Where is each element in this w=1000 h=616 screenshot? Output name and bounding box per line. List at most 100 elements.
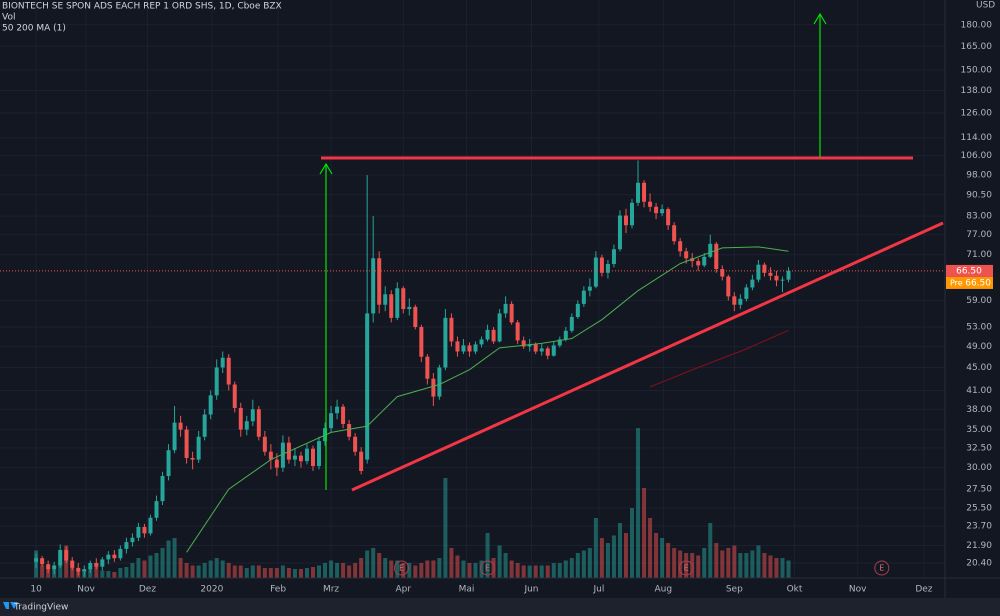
- chart-title: BIONTECH SE SPON ADS EACH REP 1 ORD SHS,…: [2, 2, 282, 12]
- volume-bar: [515, 563, 520, 578]
- support-line: [351, 221, 944, 492]
- candle-body: [473, 344, 478, 352]
- volume-bar: [539, 565, 544, 578]
- x-tick-label: Dez: [915, 585, 932, 595]
- volume-bar: [425, 560, 430, 578]
- volume-bar: [88, 569, 93, 578]
- y-tick-label: 45.00: [966, 363, 992, 373]
- candle-body: [678, 241, 683, 252]
- y-tick-label: 25.50: [966, 503, 992, 513]
- volume-bar: [545, 565, 550, 578]
- volume-bar: [112, 572, 117, 578]
- volume-bar: [310, 567, 315, 578]
- volume-bar: [196, 565, 201, 578]
- volume-bar: [40, 565, 45, 578]
- volume-bar: [768, 555, 773, 578]
- event-marker: [874, 560, 890, 576]
- volume-bar: [780, 558, 785, 578]
- y-tick-label: 83.00: [966, 212, 992, 222]
- volume-bar: [329, 560, 334, 578]
- y-tick-label: 138.00: [961, 86, 993, 96]
- volume-bar: [286, 568, 291, 578]
- candle-body: [431, 378, 436, 397]
- volume-bar: [118, 568, 123, 578]
- candle-body: [497, 313, 502, 342]
- candle-body: [142, 526, 147, 534]
- candle-body: [220, 357, 225, 368]
- y-tick-label: 90.50: [966, 190, 992, 200]
- candle-body: [148, 517, 153, 534]
- volume-bar: [569, 558, 574, 578]
- volume-bar: [268, 568, 273, 578]
- candle-body: [160, 476, 165, 502]
- volume-bar: [437, 558, 442, 578]
- candle-body: [34, 558, 39, 562]
- x-tick-label: Feb: [270, 585, 286, 595]
- y-tick-label: 71.00: [966, 250, 992, 260]
- volume-bar: [256, 565, 261, 578]
- candle-body: [347, 423, 352, 437]
- candle-body: [617, 215, 622, 250]
- candle-body: [774, 275, 779, 281]
- volume-bar: [455, 555, 460, 578]
- volume-bar: [726, 548, 731, 578]
- brand-logo: [3, 602, 18, 609]
- volume-bar: [563, 560, 568, 578]
- candle-body: [768, 272, 773, 276]
- volume-bar: [533, 565, 538, 578]
- volume-bar: [262, 568, 267, 578]
- candle-body: [202, 414, 207, 437]
- candle-body: [648, 201, 653, 207]
- x-tick-label: 2020: [200, 585, 223, 595]
- candle-body: [262, 436, 267, 452]
- candle-body: [389, 294, 394, 318]
- candle-body: [58, 550, 63, 566]
- volume-bar: [443, 478, 448, 578]
- candle-body: [744, 287, 749, 299]
- candle-body: [232, 384, 237, 408]
- volume-bar: [509, 560, 514, 578]
- candle-body: [696, 261, 701, 266]
- volume-bar: [341, 563, 346, 578]
- candle-body: [413, 306, 418, 328]
- volume-bar: [732, 545, 737, 578]
- x-tick-label: Mrz: [323, 585, 339, 595]
- volume-bar: [744, 553, 749, 578]
- volume-bar: [774, 558, 779, 578]
- volume-bar: [497, 545, 502, 578]
- volume-bar: [575, 553, 580, 578]
- y-tick-label: 35.00: [966, 425, 992, 435]
- volume-bar: [70, 568, 75, 578]
- candle-body: [461, 345, 466, 352]
- event-label: E: [879, 564, 884, 573]
- candle-body: [82, 569, 87, 572]
- x-tick-label: Dez: [139, 585, 156, 595]
- candle-body: [581, 290, 586, 304]
- candle-body: [100, 559, 105, 567]
- candle-body: [256, 409, 261, 437]
- candle-body: [660, 209, 665, 214]
- candle-layer: [34, 160, 791, 577]
- volume-bar: [401, 563, 406, 578]
- candle-body: [593, 257, 598, 287]
- y-tick-label: 20.40: [966, 559, 992, 569]
- grid-layer: [0, 0, 945, 578]
- volume-bar: [587, 548, 592, 578]
- y-tick-label: 106.00: [961, 151, 993, 161]
- volume-bar: [642, 488, 647, 578]
- x-tick-label: Sep: [726, 585, 743, 595]
- candle-body: [479, 339, 484, 345]
- volume-bar: [389, 560, 394, 578]
- premarket-tag: Pre: [950, 278, 963, 287]
- volume-bar: [696, 555, 701, 578]
- volume-bar: [557, 563, 562, 578]
- candle-body: [88, 563, 93, 570]
- volume-bar: [298, 569, 303, 578]
- volume-bar: [136, 558, 141, 578]
- volume-bar: [473, 563, 478, 578]
- candle-body: [425, 356, 430, 379]
- volume-bar: [214, 558, 219, 578]
- volume-bar: [184, 563, 189, 578]
- candle-body: [533, 344, 538, 352]
